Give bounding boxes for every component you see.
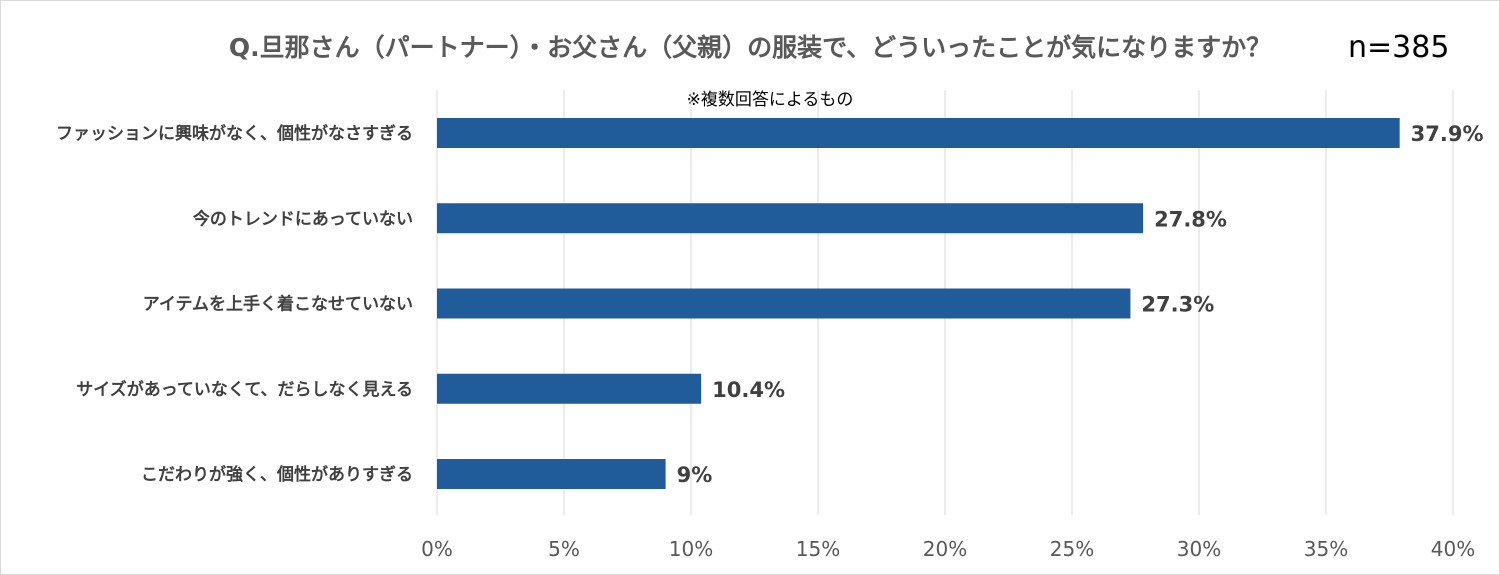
- bar: [437, 373, 702, 404]
- value-label: 10.4%: [712, 378, 785, 402]
- bars: [437, 118, 1400, 489]
- x-tick-label: 25%: [1050, 537, 1094, 561]
- x-tick-label: 15%: [796, 537, 840, 561]
- x-tick-label: 40%: [1431, 537, 1475, 561]
- category-label: 今のトレンドにあっていない: [193, 208, 413, 229]
- multiple-answer-note: ※複数回答によるもの: [686, 90, 854, 110]
- bar: [437, 459, 666, 489]
- x-tick-label: 20%: [923, 537, 967, 561]
- category-label: ファッションに興味がなく、個性がなさすぎる: [56, 123, 413, 144]
- category-label: こだわりが強く、個性がありすぎる: [141, 464, 413, 485]
- x-tick-label: 10%: [669, 537, 713, 561]
- x-tick-label: 30%: [1177, 537, 1221, 561]
- sample-size-label: n=385: [1348, 30, 1450, 65]
- value-labels: 37.9% 27.8% 27.3% 10.4% 9%: [677, 122, 1484, 487]
- category-label: サイズがあっていなくて、だらしなく見える: [76, 379, 413, 400]
- value-label: 9%: [677, 463, 713, 487]
- x-tick-label: 0%: [421, 537, 453, 561]
- value-label: 37.9%: [1411, 122, 1484, 146]
- category-label: アイテムを上手く着こなせていない: [143, 294, 413, 315]
- value-label: 27.8%: [1154, 207, 1227, 231]
- bar: [437, 203, 1144, 234]
- chart-title: Q.旦那さん（パートナー）・お父さん（父親）の服装で、どういったことが気になりま…: [228, 33, 1272, 62]
- x-tick-label: 35%: [1304, 537, 1348, 561]
- bar: [437, 288, 1131, 319]
- x-axis-tick-labels: 0% 5% 10% 15% 20% 25% 30% 35% 40%: [421, 537, 1475, 561]
- x-tick-label: 5%: [548, 537, 580, 561]
- category-labels: ファッションに興味がなく、個性がなさすぎる今のトレンドにあっていないアイテムを上…: [56, 123, 413, 485]
- value-label: 27.3%: [1141, 293, 1214, 317]
- bar: [437, 118, 1400, 148]
